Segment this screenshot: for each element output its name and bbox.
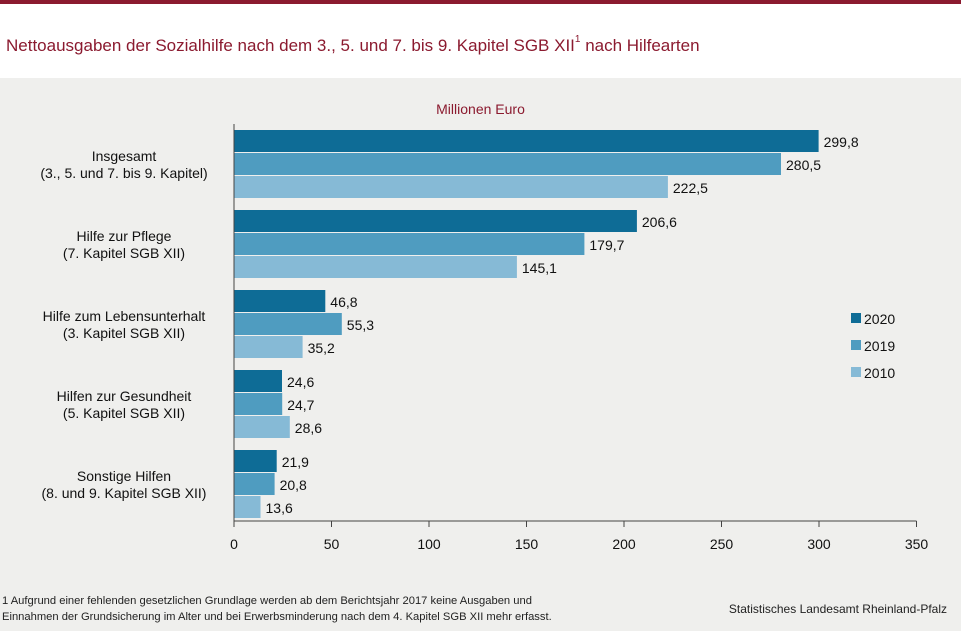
bar-value-label: 24,7	[287, 397, 314, 413]
legend-swatch-2020	[851, 313, 861, 323]
bar-2020-4	[234, 450, 277, 472]
bar-2019-2	[234, 313, 342, 335]
category-label: Insgesamt	[92, 148, 157, 164]
bar-2019-3	[234, 393, 283, 415]
title-bar: Nettoausgaben der Sozialhilfe nach dem 3…	[0, 4, 961, 78]
bar-2019-1	[234, 233, 585, 255]
bar-2020-1	[234, 210, 637, 232]
footnote-line-2: Einnahmen der Grundsicherung im Alter un…	[2, 611, 552, 623]
unit-label: Millionen Euro	[436, 101, 525, 117]
bar-2010-4	[234, 496, 261, 518]
bar-2010-0	[234, 176, 668, 198]
bar-value-label: 20,8	[280, 477, 307, 493]
category-sublabel: (3. Kapitel SGB XII)	[63, 325, 185, 341]
bar-value-label: 21,9	[282, 454, 309, 470]
category-label: Hilfe zum Lebensunterhalt	[43, 308, 206, 324]
bar-2020-3	[234, 370, 282, 392]
category-sublabel: (3., 5. und 7. bis 9. Kapitel)	[40, 165, 207, 181]
x-tick-label: 150	[515, 536, 539, 552]
x-tick-label: 100	[417, 536, 441, 552]
x-tick-label: 250	[710, 536, 734, 552]
legend-label: 2020	[864, 311, 895, 327]
legend-label: 2010	[864, 365, 895, 381]
category-sublabel: (5. Kapitel SGB XII)	[63, 405, 185, 421]
x-tick-label: 0	[230, 536, 238, 552]
top-rule	[0, 0, 961, 4]
bar-value-label: 299,8	[824, 134, 859, 150]
category-label: Sonstige Hilfen	[77, 468, 171, 484]
bar-value-label: 206,6	[642, 214, 677, 230]
x-tick-label: 200	[612, 536, 636, 552]
legend-swatch-2019	[851, 340, 861, 350]
bar-value-label: 179,7	[589, 237, 624, 253]
bar-value-label: 24,6	[287, 374, 314, 390]
bar-value-label: 55,3	[347, 317, 374, 333]
bar-2019-0	[234, 153, 781, 175]
bar-value-label: 46,8	[330, 294, 357, 310]
legend-swatch-2010	[851, 367, 861, 377]
bar-value-label: 28,6	[295, 420, 322, 436]
bar-value-label: 222,5	[673, 180, 708, 196]
bar-2020-2	[234, 290, 326, 312]
bar-2019-4	[234, 473, 275, 495]
x-tick-label: 350	[905, 536, 929, 552]
category-sublabel: (8. und 9. Kapitel SGB XII)	[42, 485, 207, 501]
source-credit: Statistisches Landesamt Rheinland-Pfalz	[728, 602, 947, 616]
footnote: 1 Aufgrund einer fehlenden gesetzlichen …	[2, 593, 552, 625]
bar-2010-2	[234, 336, 303, 358]
bar-value-label: 35,2	[308, 340, 335, 356]
bar-value-label: 13,6	[266, 500, 293, 516]
bar-2020-0	[234, 130, 819, 152]
footnote-line-1: 1 Aufgrund einer fehlenden gesetzlichen …	[2, 595, 532, 607]
category-sublabel: (7. Kapitel SGB XII)	[63, 245, 185, 261]
x-tick-label: 50	[324, 536, 340, 552]
bar-value-label: 280,5	[786, 157, 821, 173]
bar-2010-1	[234, 256, 517, 278]
category-label: Hilfen zur Gesundheit	[57, 388, 192, 404]
bar-2010-3	[234, 416, 290, 438]
x-tick-label: 300	[807, 536, 831, 552]
chart-title: Nettoausgaben der Sozialhilfe nach dem 3…	[6, 34, 700, 55]
legend-label: 2019	[864, 338, 895, 354]
category-label: Hilfe zur Pflege	[77, 228, 172, 244]
bar-value-label: 145,1	[522, 260, 557, 276]
